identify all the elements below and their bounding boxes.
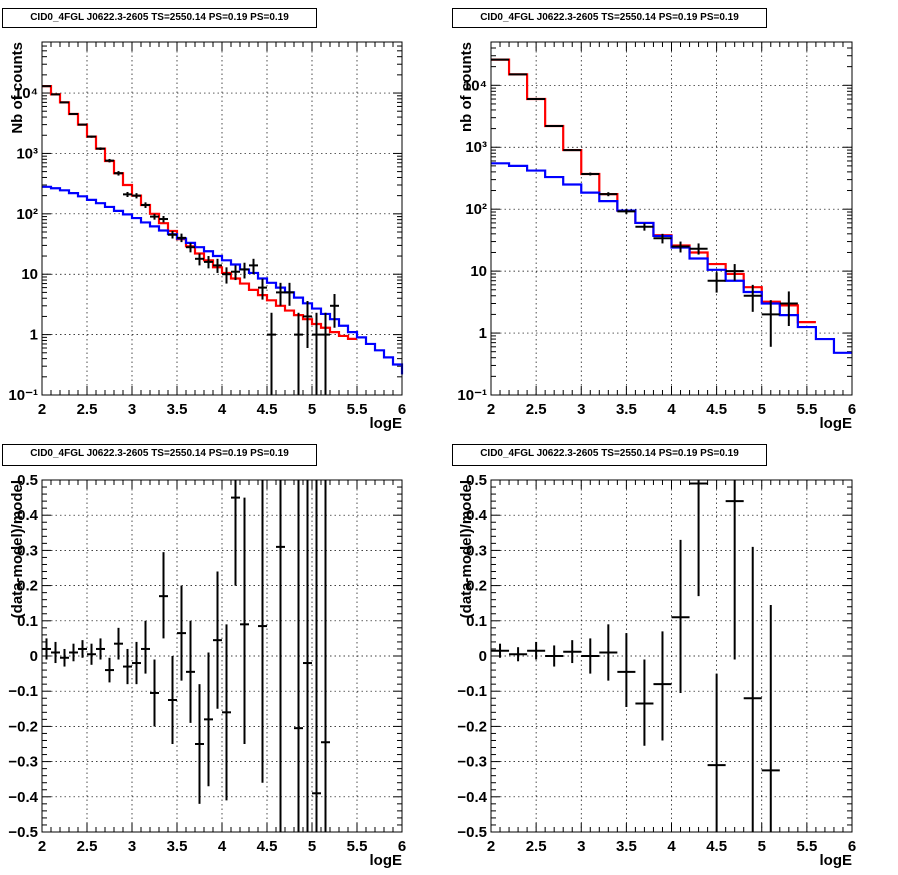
panel-1-xtick-label: 5.5 <box>347 401 368 418</box>
panel-4-xtick-label: 4.5 <box>706 838 727 855</box>
panel-2-xtick-label: 3.5 <box>616 401 637 418</box>
panel-2-ylabel: nb of counts <box>458 42 475 132</box>
panel-4-xtick-label: 5.5 <box>796 838 817 855</box>
panel-4-ytick-label: −0.1 <box>457 683 487 700</box>
panel-3-ytick-label: 0.4 <box>17 507 39 524</box>
panel-4-ytick-label: −0.2 <box>457 718 487 735</box>
panel-4-xtick-label: 2 <box>487 838 495 855</box>
panel-1-ytick-label: 10 <box>21 266 38 283</box>
panel-4-ytick-label: −0.3 <box>457 754 487 771</box>
panel-3-frame <box>41 479 403 833</box>
panel-2-ytick-label: 10⁻¹ <box>457 387 487 404</box>
panel-4-ytick-label: −0.4 <box>457 789 487 806</box>
panel-3-xlabel: logE <box>370 852 403 869</box>
panel-1-xtick-label: 3 <box>128 401 136 418</box>
panel-3-ylabel: (data-model)/model <box>9 480 26 618</box>
panel-2-xtick-label: 5.5 <box>796 401 817 418</box>
panel-3-ytick-label: −0.5 <box>8 824 38 841</box>
panel-3-ytick-label: 0 <box>30 648 38 665</box>
panel-4-frame <box>490 479 853 833</box>
panel-2-ytick-label: 10³ <box>465 139 487 156</box>
panel-4-xtick-label: 4 <box>667 838 676 855</box>
panel-2-xtick-label: 3 <box>577 401 585 418</box>
panel-3-ytick-label: −0.1 <box>8 683 38 700</box>
panel-4-xtick-label: 3 <box>577 838 585 855</box>
panel-2-ytick-label: 10² <box>465 201 487 218</box>
panel-3-ytick-label: 0.5 <box>17 472 38 489</box>
panel-1-title: CID0_4FGL J0622.3-2605 TS=2550.14 PS=0.1… <box>2 8 317 28</box>
panel-1-frame <box>41 41 403 396</box>
panel-4-ytick-label: 0.2 <box>466 578 487 595</box>
panel-3-ytick-label: −0.4 <box>8 789 38 806</box>
panel-2-xtick-label: 4 <box>667 401 676 418</box>
panel-4-xlabel: logE <box>820 852 853 869</box>
panel-3-ytick-label: −0.2 <box>8 718 38 735</box>
panel-1-xtick-label: 6 <box>398 401 406 418</box>
panel-3-xtick-label: 5 <box>308 838 316 855</box>
panel-3-ytick-label: 0.3 <box>17 542 38 559</box>
panel-3-xtick-label: 6 <box>398 838 406 855</box>
panel-3-ytick-label: 0.2 <box>17 578 38 595</box>
panel-4-ytick-label: 0.4 <box>466 507 488 524</box>
panel-3-xtick-label: 3 <box>128 838 136 855</box>
panel-4-xtick-label: 2.5 <box>526 838 547 855</box>
panel-3-xtick-label: 3.5 <box>167 838 188 855</box>
panel-2-ytick-label: 10⁴ <box>463 77 487 94</box>
panel-1-xtick-label: 3.5 <box>167 401 188 418</box>
panel-1-ytick-label: 10² <box>16 206 38 223</box>
panel-4-ytick-label: 0 <box>479 648 487 665</box>
panel-3-ytick-label: −0.3 <box>8 754 38 771</box>
panel-1-ytick-label: 10⁴ <box>14 85 38 102</box>
panel-4-ytick-label: 0.5 <box>466 472 487 489</box>
panel-3-xtick-label: 2.5 <box>77 838 98 855</box>
panel-1-xtick-label: 5 <box>308 401 316 418</box>
panel-2-frame <box>490 41 853 396</box>
panel-3-xtick-label: 2 <box>38 838 46 855</box>
panel-1-ylabel: Nb of counts <box>9 42 26 134</box>
panel-1-xlabel: logE <box>370 415 403 432</box>
panel-2-xlabel: logE <box>820 415 853 432</box>
panel-1-xtick-label: 4.5 <box>257 401 278 418</box>
panel-3-xtick-label: 4 <box>218 838 227 855</box>
panel-2-ytick-label: 10 <box>470 263 487 280</box>
panel-1-xtick-label: 2 <box>38 401 46 418</box>
panel-1-xtick-label: 2.5 <box>77 401 98 418</box>
panel-4-ytick-label: −0.5 <box>457 824 487 841</box>
panel-3-xtick-label: 5.5 <box>347 838 368 855</box>
panel-4-ylabel: (data-model)/model <box>458 480 475 618</box>
panel-4-ytick-label: 0.1 <box>466 613 487 630</box>
panel-3-title: CID0_4FGL J0622.3-2605 TS=2550.14 PS=0.1… <box>2 444 317 466</box>
panel-4-xtick-label: 6 <box>848 838 856 855</box>
panel-1-ytick-label: 10³ <box>16 145 38 162</box>
panel-4-title: CID0_4FGL J0622.3-2605 TS=2550.14 PS=0.1… <box>452 444 767 466</box>
panel-1-ytick-label: 1 <box>30 327 38 344</box>
panel-2-xtick-label: 2 <box>487 401 495 418</box>
panel-2-xtick-label: 2.5 <box>526 401 547 418</box>
panel-2-xtick-label: 4.5 <box>706 401 727 418</box>
panel-4-xtick-label: 3.5 <box>616 838 637 855</box>
panel-3-xtick-label: 4.5 <box>257 838 278 855</box>
panel-2-title: CID0_4FGL J0622.3-2605 TS=2550.14 PS=0.1… <box>452 8 767 28</box>
panel-3-ytick-label: 0.1 <box>17 613 38 630</box>
panel-2-ytick-label: 1 <box>479 325 487 342</box>
panel-4-ytick-label: 0.3 <box>466 542 487 559</box>
panel-1-ytick-label: 10⁻¹ <box>8 387 38 404</box>
panel-2-xtick-label: 5 <box>758 401 766 418</box>
panel-2-xtick-label: 6 <box>848 401 856 418</box>
panel-1-series-2-line <box>42 185 404 375</box>
panel-4-xtick-label: 5 <box>758 838 766 855</box>
panel-1-xtick-label: 4 <box>218 401 227 418</box>
